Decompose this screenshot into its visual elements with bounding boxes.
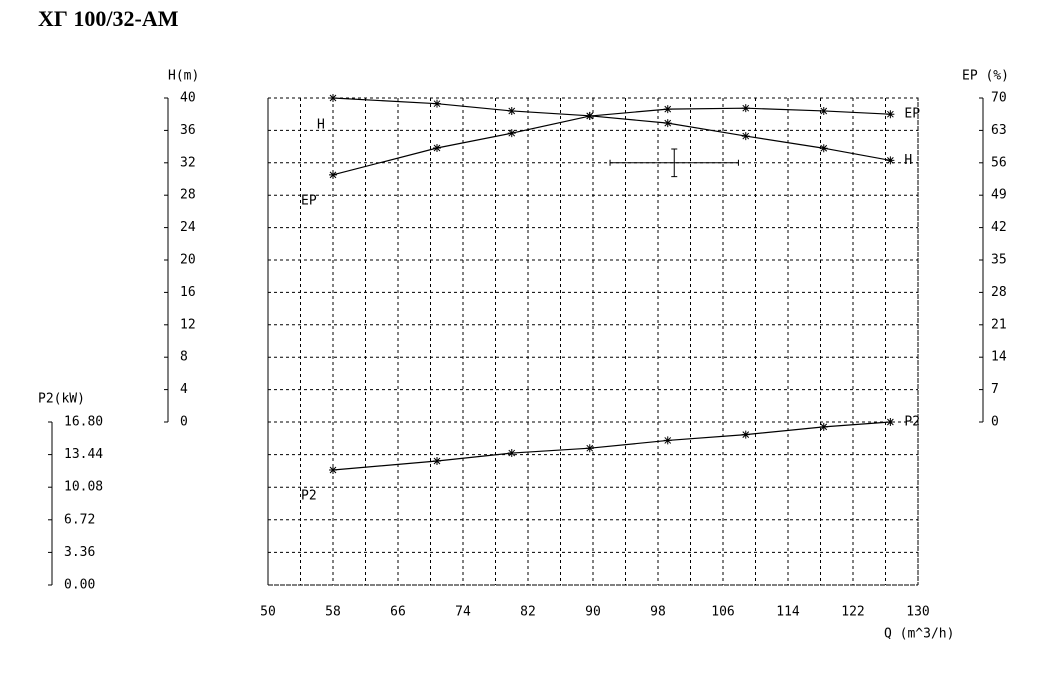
y3-tick-label: 0.00 bbox=[64, 578, 95, 593]
x-tick-label: 114 bbox=[776, 605, 800, 620]
x-tick-label: 50 bbox=[260, 605, 276, 620]
series-end-label: EP bbox=[904, 107, 920, 122]
point-marker bbox=[329, 94, 337, 102]
series-label: P2 bbox=[301, 489, 317, 504]
y-axis-title: H(m) bbox=[168, 69, 199, 84]
point-marker bbox=[819, 144, 828, 153]
point-marker bbox=[585, 112, 594, 121]
y-tick-label: 12 bbox=[180, 317, 196, 332]
y2-tick-label: 70 bbox=[991, 91, 1007, 106]
y2-tick-label: 14 bbox=[991, 350, 1007, 365]
x-tick-label: 58 bbox=[325, 605, 341, 620]
y2-tick-label: 7 bbox=[991, 382, 999, 397]
y2-tick-label: 28 bbox=[991, 285, 1007, 300]
point-marker bbox=[433, 99, 441, 108]
y2-tick-label: 49 bbox=[991, 188, 1007, 203]
operating-point bbox=[609, 148, 739, 178]
x-axis-title: Q (m^3/h) bbox=[884, 627, 954, 642]
point-marker bbox=[886, 418, 895, 426]
y2-tick-label: 0 bbox=[991, 415, 999, 430]
point-marker bbox=[741, 132, 750, 141]
y3-tick-label: 3.36 bbox=[64, 545, 95, 560]
point-marker bbox=[886, 156, 895, 165]
x-tick-label: 130 bbox=[906, 605, 929, 620]
series-end-label: P2 bbox=[904, 415, 920, 430]
point-marker bbox=[433, 143, 441, 152]
point-marker bbox=[819, 422, 828, 431]
y2-axis-title: EP (%) bbox=[962, 69, 1009, 84]
x-tick-label: 106 bbox=[711, 605, 734, 620]
series-line bbox=[332, 421, 891, 471]
y3-tick-label: 16.80 bbox=[64, 415, 103, 430]
y-tick-label: 32 bbox=[180, 155, 196, 170]
x-tick-label: 122 bbox=[841, 605, 864, 620]
y-tick-label: 24 bbox=[180, 220, 196, 235]
y2-tick-label: 42 bbox=[991, 220, 1007, 235]
point-marker bbox=[329, 170, 337, 179]
x-tick-label: 82 bbox=[520, 605, 536, 620]
y3-tick-label: 10.08 bbox=[64, 480, 103, 495]
chart-title: ХГ 100/32-АМ bbox=[38, 6, 179, 31]
y-tick-label: 0 bbox=[180, 415, 188, 430]
y-tick-label: 36 bbox=[180, 123, 196, 138]
point-marker bbox=[886, 110, 895, 119]
y-tick-label: 16 bbox=[180, 285, 196, 300]
y3-axis-title: P2(kW) bbox=[38, 392, 85, 407]
point-marker bbox=[329, 466, 337, 475]
series-end-label: H bbox=[904, 153, 912, 168]
x-tick-label: 74 bbox=[455, 605, 471, 620]
y3-tick-label: 6.72 bbox=[64, 512, 95, 527]
y-tick-label: 40 bbox=[180, 91, 196, 106]
point-marker bbox=[663, 105, 672, 114]
series-label: EP bbox=[301, 193, 317, 208]
y-tick-label: 4 bbox=[180, 382, 188, 397]
point-marker bbox=[663, 119, 672, 128]
y2-tick-label: 56 bbox=[991, 155, 1007, 170]
point-marker bbox=[741, 430, 750, 439]
series-line bbox=[332, 107, 891, 176]
point-marker bbox=[433, 457, 441, 466]
y3-tick-label: 13.44 bbox=[64, 447, 103, 462]
x-tick-label: 98 bbox=[650, 605, 666, 620]
point-marker bbox=[585, 444, 594, 453]
point-marker bbox=[663, 436, 672, 445]
point-marker bbox=[507, 129, 516, 138]
series-label: H bbox=[317, 118, 325, 133]
point-marker bbox=[819, 106, 828, 115]
series-line bbox=[332, 97, 891, 161]
point-marker bbox=[507, 449, 516, 458]
point-marker bbox=[741, 104, 750, 113]
y-tick-label: 28 bbox=[180, 188, 196, 203]
y2-tick-label: 21 bbox=[991, 317, 1007, 332]
x-tick-label: 66 bbox=[390, 605, 406, 620]
x-tick-label: 90 bbox=[585, 605, 601, 620]
y2-tick-label: 35 bbox=[991, 253, 1007, 268]
y-tick-label: 8 bbox=[180, 350, 188, 365]
point-marker bbox=[507, 106, 516, 115]
operating-point-v bbox=[671, 148, 678, 178]
y-tick-label: 20 bbox=[180, 253, 196, 268]
y2-tick-label: 63 bbox=[991, 123, 1007, 138]
